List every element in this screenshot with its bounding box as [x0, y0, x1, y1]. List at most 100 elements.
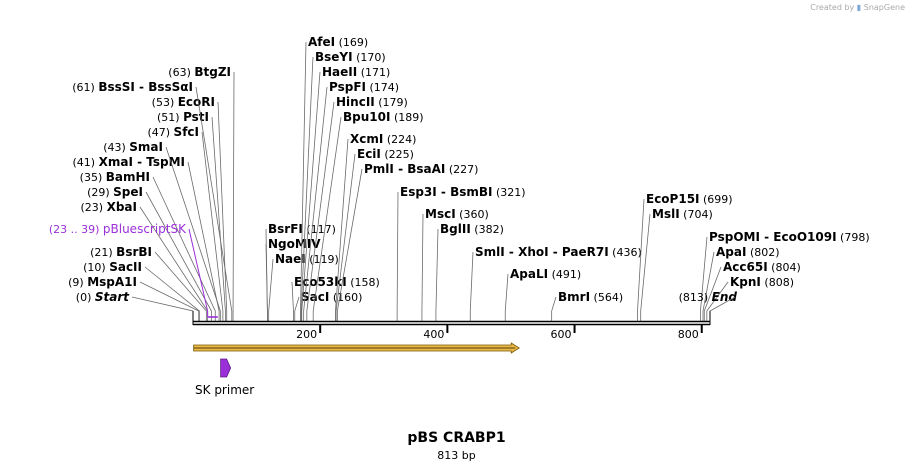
site-xmai[interactable]: (41) XmaI - TspMI: [73, 155, 220, 322]
site-leader-line: [706, 281, 729, 322]
site-leader-line: [294, 296, 300, 322]
site-label: MscI (360): [425, 207, 489, 221]
site-msli[interactable]: MslI (704): [640, 207, 713, 322]
site-start[interactable]: (0) Start: [76, 290, 194, 322]
site-sacii[interactable]: (10) SacII: [83, 260, 200, 322]
site-leader-line: [421, 213, 424, 322]
site-bglii[interactable]: BglII (382): [435, 222, 504, 322]
site-bsssi[interactable]: (61) BssSI - BssSαI: [72, 80, 233, 322]
site-leader-line: [336, 168, 363, 322]
site-leader-line: [217, 101, 228, 322]
site-bseyi[interactable]: BseYI (170): [300, 50, 386, 322]
site-leader-line: [131, 296, 194, 322]
axis-tick-label: 800: [678, 328, 699, 341]
site-leader-line: [201, 131, 224, 322]
site-leader-line: [291, 281, 294, 322]
restriction-sites: (0) Start(9) MspA1I(10) SacII(21) BsrBI (…: [68, 35, 870, 322]
site-end[interactable]: (813) End: [679, 290, 738, 322]
site-pspomi[interactable]: PspOMI - EcoO109I (798): [700, 230, 870, 322]
site-leader-line: [303, 86, 328, 322]
site-esp3i[interactable]: Esp3I - BsmBI (321): [396, 185, 526, 322]
site-mspa1i[interactable]: (9) MspA1I: [68, 275, 200, 322]
site-label: AfeI (169): [308, 35, 368, 49]
site-label: (51) PstI: [157, 110, 209, 124]
site-label: PmlI - BsaAI (227): [364, 162, 478, 176]
site-label: KpnI (808): [730, 275, 794, 289]
site-leader-line: [211, 116, 226, 322]
site-smli[interactable]: SmlI - XhoI - PaeR7I (436): [469, 245, 642, 322]
site-label: MslI (704): [652, 207, 713, 221]
site-label: ApaI (802): [716, 245, 780, 259]
primer-label: SK primer: [195, 383, 254, 397]
site-bsrbi[interactable]: (21) BsrBI: [90, 245, 207, 322]
site-label: EciI (225): [357, 147, 414, 161]
site-leader-line: [144, 266, 200, 322]
site-apali[interactable]: ApaLI (491): [504, 267, 581, 322]
site-label: Esp3I - BsmBI (321): [400, 185, 526, 199]
site-label: (35) BamHI: [80, 170, 150, 184]
site-label: (43) SmaI: [103, 140, 163, 154]
axis-tick-label: 200: [296, 328, 317, 341]
site-saci[interactable]: SacI (160): [294, 290, 363, 322]
site-smai[interactable]: (43) SmaI: [103, 140, 221, 322]
site-afei[interactable]: AfeI (169): [300, 35, 368, 322]
site-sfci[interactable]: (47) SfcI: [147, 125, 224, 322]
site-label: PspOMI - EcoO109I (798): [709, 230, 870, 244]
site-leader-line: [469, 251, 474, 322]
site-label: NaeI (119): [275, 252, 339, 266]
primer-site-leader: [188, 228, 209, 317]
site-pmli[interactable]: PmlI - BsaAI (227): [336, 162, 478, 322]
site-kpni[interactable]: KpnI (808): [706, 275, 794, 322]
site-hincii[interactable]: HincII (179): [306, 95, 408, 322]
site-label: (63) BtgZI: [168, 65, 231, 79]
site-label: SmlI - XhoI - PaeR7I (436): [475, 245, 642, 259]
site-label: EcoP15I (699): [646, 192, 733, 206]
site-apai[interactable]: ApaI (802): [702, 245, 780, 322]
site-label: BmrI (564): [558, 290, 623, 304]
site-label: (29) SpeI: [87, 185, 143, 199]
site-label: ApaLI (491): [510, 267, 581, 281]
feature-arrow[interactable]: [193, 342, 520, 354]
axis-tick-label: 600: [551, 328, 572, 341]
primer-sk[interactable]: SK primer: [195, 358, 254, 397]
site-label: (21) BsrBI: [90, 245, 152, 259]
site-label: (10) SacII: [83, 260, 142, 274]
site-bmri[interactable]: BmrI (564): [551, 290, 623, 322]
site-ecori[interactable]: (53) EcoRI: [152, 95, 228, 322]
site-leader-line: [396, 191, 399, 322]
site-spei[interactable]: (29) SpeI: [87, 185, 212, 322]
site-label: BglII (382): [440, 222, 504, 236]
site-ecii[interactable]: EciI (225): [335, 147, 414, 322]
site-haeii[interactable]: HaeII (171): [301, 65, 391, 322]
sequence-axis: 200 400 600 800: [192, 311, 711, 341]
site-leader-line: [265, 243, 268, 322]
site-leader-line: [139, 281, 200, 322]
site-bamhi[interactable]: (35) BamHI: [80, 170, 216, 322]
site-leader-line: [232, 71, 235, 322]
credit-text: Created by ▮ SnapGene: [810, 3, 905, 12]
site-pspfi[interactable]: PspFI (174): [303, 80, 399, 322]
site-leader-line: [637, 198, 645, 322]
site-ngomiv[interactable]: NgoMIV: [265, 237, 321, 322]
site-msci[interactable]: MscI (360): [421, 207, 489, 322]
primer-arrow: [220, 358, 232, 378]
site-label: PspFI (174): [329, 80, 399, 94]
site-leader-line: [306, 101, 335, 322]
site-psti[interactable]: (51) PstI: [157, 110, 226, 322]
site-leader-line: [187, 161, 220, 322]
primer-binding-site[interactable]: (23 .. 39) pBluescriptSK: [49, 222, 218, 318]
site-label: NgoMIV: [268, 237, 321, 251]
site-label: SacI (160): [301, 290, 362, 304]
site-label: (9) MspA1I: [68, 275, 137, 289]
site-bpu10i[interactable]: Bpu10I (189): [312, 110, 424, 322]
site-leader-line: [312, 116, 342, 322]
site-xcmi[interactable]: XcmI (224): [335, 132, 416, 322]
site-acc65i[interactable]: Acc65I (804): [703, 260, 801, 322]
site-btgzi[interactable]: (63) BtgZI: [168, 65, 235, 322]
site-leader-line: [504, 273, 509, 322]
site-ecop15i[interactable]: EcoP15I (699): [637, 192, 733, 322]
primer-site-label: (23 .. 39) pBluescriptSK: [49, 222, 187, 236]
site-xbai[interactable]: (23) XbaI: [81, 200, 209, 322]
site-label: (47) SfcI: [147, 125, 199, 139]
site-label: (41) XmaI - TspMI: [73, 155, 185, 169]
